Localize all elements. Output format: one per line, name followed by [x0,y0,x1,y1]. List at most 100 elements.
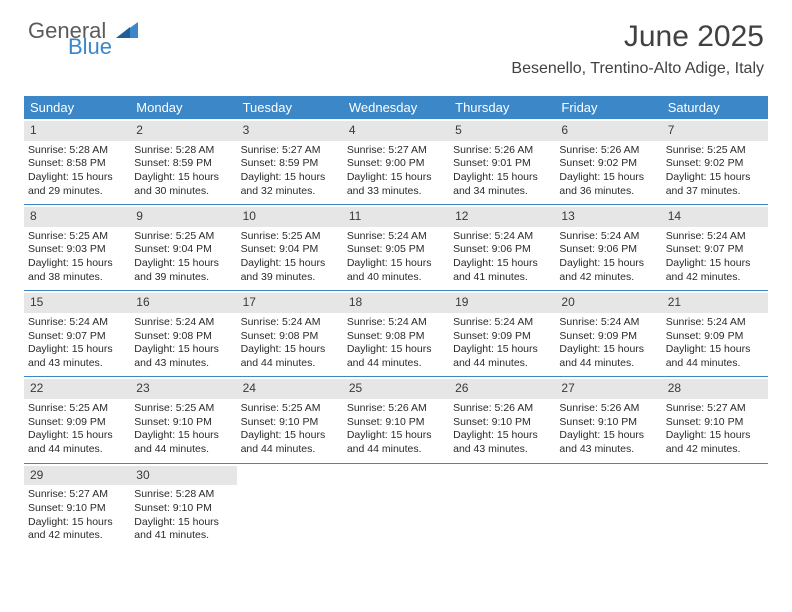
day-number: 8 [24,207,130,227]
day-cell: 2Sunrise: 5:28 AMSunset: 8:59 PMDaylight… [130,119,236,204]
day-cell: 10Sunrise: 5:25 AMSunset: 9:04 PMDayligh… [237,205,343,290]
sunrise-line: Sunrise: 5:27 AM [666,402,764,416]
sunset-line: Sunset: 9:09 PM [559,330,657,344]
day-number: 28 [662,379,768,399]
sunrise-line: Sunrise: 5:24 AM [347,230,445,244]
daylight-line: Daylight: 15 hours and 30 minutes. [134,171,232,198]
sunrise-line: Sunrise: 5:24 AM [559,316,657,330]
location-text: Besenello, Trentino-Alto Adige, Italy [511,60,764,78]
sunrise-line: Sunrise: 5:25 AM [241,230,339,244]
day-cell: 22 Sunrise: 5:25 AMSunset: 9:09 PMDayligh… [24,377,130,462]
day-cell: 20 Sunrise: 5:24 AMSunset: 9:09 PMDayligh… [555,291,661,376]
daylight-line: Daylight: 15 hours and 44 minutes. [134,429,232,456]
day-cell: 21Sunrise: 5:24 AMSunset: 9:09 PMDayligh… [662,291,768,376]
sunrise-line: Sunrise: 5:24 AM [347,316,445,330]
daylight-line: Daylight: 15 hours and 33 minutes. [347,171,445,198]
sunset-line: Sunset: 9:09 PM [453,330,551,344]
daylight-line: Daylight: 15 hours and 41 minutes. [134,516,232,543]
week-row: 8Sunrise: 5:25 AMSunset: 9:03 PMDaylight… [24,205,768,291]
sunset-line: Sunset: 9:10 PM [28,502,126,516]
week-row: 15Sunrise: 5:24 AMSunset: 9:07 PMDayligh… [24,291,768,377]
sunrise-line: Sunrise: 5:28 AM [134,488,232,502]
day-number: 11 [343,207,449,227]
sunset-line: Sunset: 9:09 PM [28,416,126,430]
sunset-line: Sunset: 9:04 PM [241,243,339,257]
day-cell: 29Sunrise: 5:27 AMSunset: 9:10 PMDayligh… [24,464,130,549]
day-cell [237,464,343,549]
sunset-line: Sunset: 9:02 PM [559,157,657,171]
daylight-line: Daylight: 15 hours and 44 minutes. [241,429,339,456]
sunset-line: Sunset: 9:08 PM [134,330,232,344]
daylight-line: Daylight: 15 hours and 44 minutes. [347,343,445,370]
day-cell: 19Sunrise: 5:24 AMSunset: 9:09 PMDayligh… [449,291,555,376]
daylight-line: Daylight: 15 hours and 36 minutes. [559,171,657,198]
sunrise-line: Sunrise: 5:24 AM [666,316,764,330]
sunset-line: Sunset: 8:58 PM [28,157,126,171]
sunrise-line: Sunrise: 5:25 AM [666,144,764,158]
sunrise-line: Sunrise: 5:25 AM [28,402,126,416]
daylight-line: Daylight: 15 hours and 42 minutes. [28,516,126,543]
weekday-header: Tuesday [237,96,343,119]
day-number: 23 [130,379,236,399]
daylight-line: Daylight: 15 hours and 37 minutes. [666,171,764,198]
weekday-header: Sunday [24,96,130,119]
daylight-line: Daylight: 15 hours and 44 minutes. [559,343,657,370]
day-cell [555,464,661,549]
day-cell: 15Sunrise: 5:24 AMSunset: 9:07 PMDayligh… [24,291,130,376]
day-number: 20 [555,293,661,313]
sunset-line: Sunset: 9:04 PM [134,243,232,257]
day-number: 25 [343,379,449,399]
sunrise-line: Sunrise: 5:26 AM [559,144,657,158]
sunset-line: Sunset: 9:10 PM [559,416,657,430]
sunset-line: Sunset: 9:10 PM [666,416,764,430]
sunset-line: Sunset: 9:10 PM [347,416,445,430]
day-number: 6 [555,121,661,141]
daylight-line: Daylight: 15 hours and 44 minutes. [347,429,445,456]
day-cell: 30 Sunrise: 5:28 AMSunset: 9:10 PMDayligh… [130,464,236,549]
day-number: 30 [130,466,236,486]
day-number: 1 [24,121,130,141]
day-cell: 11Sunrise: 5:24 AMSunset: 9:05 PMDayligh… [343,205,449,290]
sunrise-line: Sunrise: 5:24 AM [559,230,657,244]
daylight-line: Daylight: 15 hours and 43 minutes. [28,343,126,370]
sunrise-line: Sunrise: 5:26 AM [559,402,657,416]
sunset-line: Sunset: 9:06 PM [559,243,657,257]
sunrise-line: Sunrise: 5:27 AM [28,488,126,502]
sunset-line: Sunset: 8:59 PM [134,157,232,171]
daylight-line: Daylight: 15 hours and 43 minutes. [559,429,657,456]
day-number: 5 [449,121,555,141]
weekday-header: Thursday [449,96,555,119]
day-number: 14 [662,207,768,227]
day-cell: 23Sunrise: 5:25 AMSunset: 9:10 PMDayligh… [130,377,236,462]
day-number: 9 [130,207,236,227]
weekday-header-row: SundayMondayTuesdayWednesdayThursdayFrid… [24,96,768,119]
brand-logo: General Blue [28,20,138,58]
daylight-line: Daylight: 15 hours and 44 minutes. [666,343,764,370]
day-cell: 17Sunrise: 5:24 AMSunset: 9:08 PMDayligh… [237,291,343,376]
sunrise-line: Sunrise: 5:25 AM [134,230,232,244]
day-number: 13 [555,207,661,227]
week-row: 22Sunrise: 5:25 AMSunset: 9:09 PMDayligh… [24,377,768,463]
weekday-header: Monday [130,96,236,119]
day-number: 22 [24,379,130,399]
weekday-header: Friday [555,96,661,119]
sunset-line: Sunset: 9:08 PM [347,330,445,344]
sunrise-line: Sunrise: 5:24 AM [28,316,126,330]
daylight-line: Daylight: 15 hours and 42 minutes. [559,257,657,284]
day-cell: 5Sunrise: 5:26 AMSunset: 9:01 PMDaylight… [449,119,555,204]
calendar: SundayMondayTuesdayWednesdayThursdayFrid… [24,96,768,549]
day-number: 24 [237,379,343,399]
sunset-line: Sunset: 9:10 PM [134,416,232,430]
day-cell [343,464,449,549]
day-number: 3 [237,121,343,141]
day-number: 26 [449,379,555,399]
daylight-line: Daylight: 15 hours and 29 minutes. [28,171,126,198]
daylight-line: Daylight: 15 hours and 39 minutes. [134,257,232,284]
sunset-line: Sunset: 9:10 PM [134,502,232,516]
day-number: 15 [24,293,130,313]
daylight-line: Daylight: 15 hours and 44 minutes. [28,429,126,456]
sunrise-line: Sunrise: 5:24 AM [666,230,764,244]
week-row: 1Sunrise: 5:28 AMSunset: 8:58 PMDaylight… [24,119,768,205]
day-number: 17 [237,293,343,313]
day-cell: 9 Sunrise: 5:25 AMSunset: 9:04 PMDaylight… [130,205,236,290]
